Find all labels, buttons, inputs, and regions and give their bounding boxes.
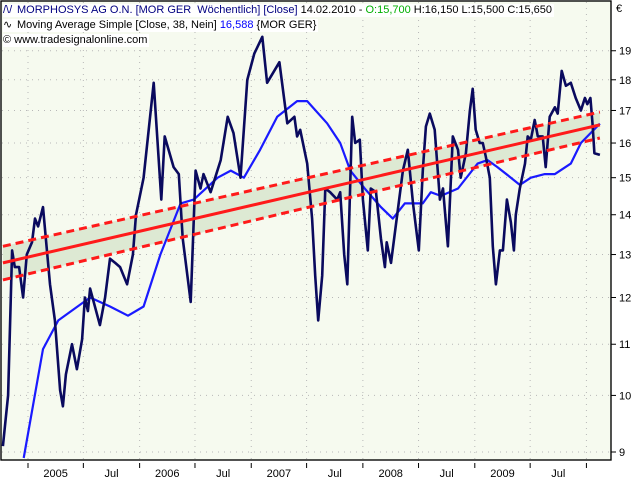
- y-tick-label: 10: [619, 390, 631, 402]
- x-tick-label: Jul: [551, 468, 565, 480]
- y-tick-label: 9: [619, 447, 625, 459]
- quote-date: 14.02.2010 -: [300, 4, 366, 16]
- x-axis: 2005 Jul 2006 Jul 2007 Jul 2008 Jul 2009 Jul: [27, 463, 587, 480]
- regression-band-fill: [2, 112, 600, 280]
- x-tick-label: 2008: [378, 468, 402, 480]
- x-tick-label: Jul: [216, 468, 230, 480]
- y-tick-label: 16: [619, 138, 631, 150]
- price-line: [1, 35, 601, 447]
- x-tick-label: Jul: [440, 468, 454, 480]
- x-tick-label: Jul: [104, 468, 118, 480]
- regression-band: [2, 112, 600, 280]
- series-lines: [1, 35, 601, 459]
- indicator-symbol: {MOR GER}: [253, 19, 317, 31]
- regression-upper-line: [2, 110, 601, 248]
- plot-border: [0, 0, 612, 461]
- y-tick-label: 18: [619, 75, 631, 87]
- x-tick-label: 2009: [490, 468, 514, 480]
- y-tick-label: 15: [619, 173, 631, 185]
- y-tick-label: 17: [619, 105, 631, 117]
- open-value: O:15,700: [365, 4, 411, 16]
- instrument-legend: /\/ MORPHOSYS AG O.N. [MOR GER Wöchentlic…: [3, 4, 555, 17]
- indicator-value: 16,588: [219, 19, 254, 31]
- y-tick-label: 12: [619, 293, 631, 305]
- line-chart-icon: /\/: [3, 4, 13, 16]
- x-tick-label: 2007: [267, 468, 291, 480]
- y-axis: 9 10 11 12 13 14 15 16 17 18 19 €: [611, 3, 631, 459]
- x-tick-label: Jul: [328, 468, 342, 480]
- x-tick-label: 2005: [43, 468, 67, 480]
- hlc-values: H:16,150 L:15,500 C:15,650: [410, 4, 553, 16]
- y-tick-label: 19: [619, 46, 631, 58]
- indicator-legend: ∿ Moving Average Simple [Close, 38, Nein]…: [3, 19, 319, 32]
- copyright: © www.tradesignalonline.com: [3, 34, 150, 47]
- regression-center-line: [2, 123, 601, 265]
- y-unit-label: €: [616, 3, 622, 15]
- y-tick-label: 11: [619, 339, 630, 351]
- regression-lower-line: [2, 136, 601, 282]
- y-tick-label: 13: [619, 250, 631, 262]
- wave-icon: ∿: [3, 19, 13, 31]
- y-tick-label: 14: [619, 210, 631, 222]
- indicator-name: Moving Average Simple [Close, 38, Nein]: [17, 19, 217, 31]
- instrument-name: MORPHOSYS AG O.N. [MOR GER Wöchentlich] …: [17, 4, 298, 16]
- x-tick-label: 2006: [155, 468, 179, 480]
